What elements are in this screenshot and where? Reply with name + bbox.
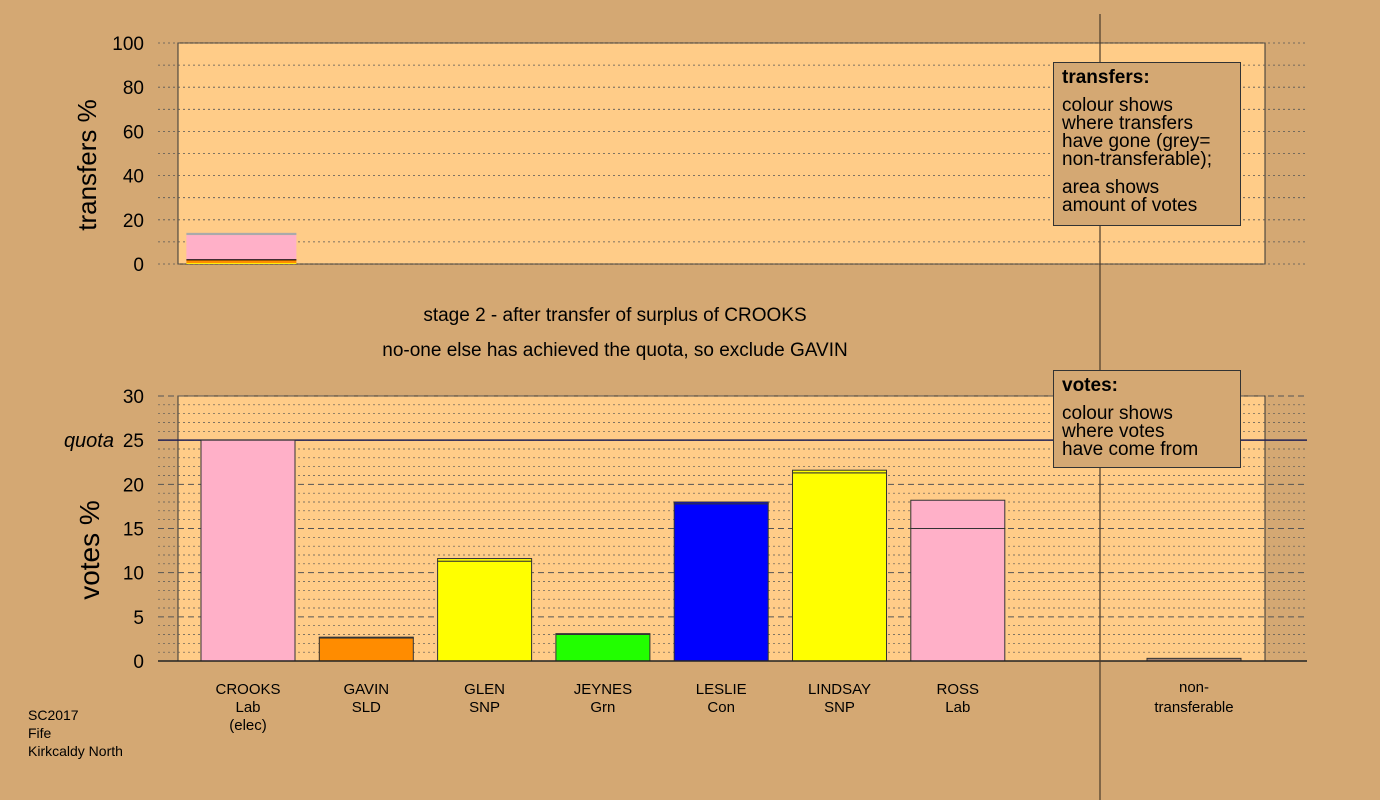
vote-bar: [200, 439, 296, 662]
vote-bar-transfer-segment: [910, 499, 1006, 530]
votes-tick-label: 10: [123, 564, 144, 585]
vote-bar-transfer-segment: [437, 558, 533, 562]
vote-bar: [673, 503, 769, 662]
transfer-segment: [186, 259, 297, 264]
candidate-party-label: SNP: [824, 699, 855, 716]
transfers-legend-title: transfers:: [1062, 67, 1150, 88]
transfers-legend: transfers: colour shows where transfers …: [1053, 62, 1241, 226]
votes-tick-label: 20: [123, 475, 144, 496]
votes-axis-title: votes %: [74, 500, 105, 600]
candidate-party-label: SNP: [469, 699, 500, 716]
vote-bar: [437, 560, 533, 662]
transfer-segment: [186, 263, 297, 264]
candidate-name-label: ROSS: [937, 681, 980, 698]
votes-legend: votes: colour shows where votes have com…: [1053, 370, 1241, 468]
footer-election: SC2017: [28, 707, 79, 723]
transfers-tick-label: 20: [123, 211, 144, 232]
candidate-name-label: JEYNES: [574, 681, 632, 698]
non-transferable-label: non-: [1179, 679, 1209, 696]
footer: SC2017 Fife Kirkcaldy North: [28, 706, 123, 760]
candidate-name-label: LESLIE: [696, 681, 747, 698]
vote-bar: [555, 634, 651, 662]
votes-tick-label: 25: [123, 431, 144, 452]
votes-legend-title: votes:: [1062, 375, 1118, 396]
transfers-legend-line: non-transferable);: [1062, 149, 1212, 170]
votes-legend-line: have come from: [1062, 439, 1199, 460]
transfers-legend-line: where transfers: [1062, 113, 1193, 134]
candidate-name-label: GLEN: [464, 681, 505, 698]
transfers-tick-label: 60: [123, 122, 144, 143]
transfers-tick-label: 40: [123, 167, 144, 188]
transfers-legend-line: colour shows: [1062, 95, 1173, 116]
stage-line-2: no-one else has achieved the quota, so e…: [382, 340, 848, 361]
vote-bar-transfer-segment: [318, 636, 414, 639]
quota-label: quota: [64, 430, 114, 452]
transfers-legend-line: amount of votes: [1062, 195, 1198, 216]
transfer-segment: [186, 235, 297, 260]
candidate-party-label: Lab: [235, 699, 260, 716]
non-transferable-label: transferable: [1154, 699, 1233, 716]
votes-tick-label: 30: [123, 387, 144, 408]
candidate-party-label: Con: [707, 699, 735, 716]
candidate-name-label: LINDSAY: [808, 681, 871, 698]
transfers-legend-line: have gone (grey=: [1062, 131, 1211, 152]
votes-tick-label: 0: [133, 652, 144, 673]
transfers-legend-line: area shows: [1062, 177, 1160, 198]
candidate-party-label: Grn: [590, 699, 615, 716]
footer-ward: Kirkcaldy North: [28, 743, 123, 759]
votes-legend-line: colour shows: [1062, 403, 1173, 424]
vote-bar-transfer-segment: [673, 501, 769, 505]
footer-council: Fife: [28, 725, 52, 741]
candidate-party-label: Lab: [945, 699, 970, 716]
candidate-status-label: (elec): [229, 717, 267, 734]
transfers-tick-label: 100: [112, 34, 144, 55]
transfers-tick-label: 80: [123, 78, 144, 99]
candidate-party-label: SLD: [352, 699, 381, 716]
candidate-name-label: GAVIN: [344, 681, 390, 698]
vote-bar: [910, 528, 1006, 662]
votes-legend-line: where votes: [1062, 421, 1165, 442]
votes-tick-label: 5: [133, 608, 144, 629]
transfers-tick-label: 0: [133, 255, 144, 276]
vote-bar: [792, 472, 887, 662]
transfer-segment: [186, 232, 297, 236]
votes-tick-label: 15: [123, 520, 144, 541]
transfers-axis-title: transfers %: [72, 99, 102, 231]
vote-bar-transfer-segment: [792, 469, 887, 474]
vote-bar-transfer-segment: [555, 633, 651, 635]
stage-line-1: stage 2 - after transfer of surplus of C…: [423, 305, 807, 326]
candidate-name-label: CROOKS: [215, 681, 280, 698]
vote-bar: [318, 637, 414, 662]
